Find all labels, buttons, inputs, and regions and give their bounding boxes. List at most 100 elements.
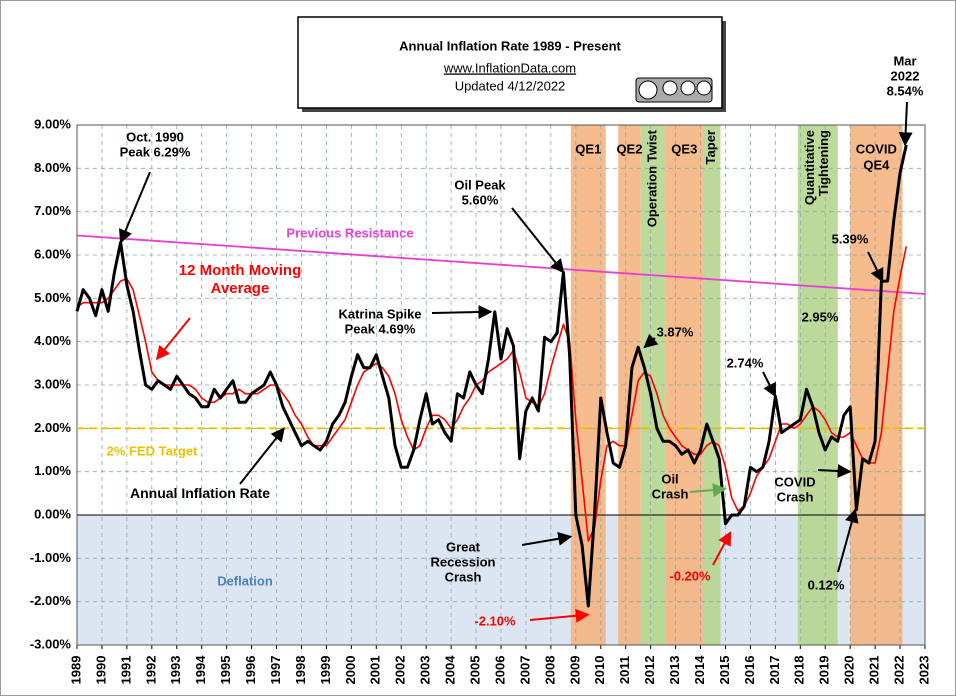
band-label: Quantitative bbox=[802, 130, 817, 205]
x-tick-label: 2001 bbox=[368, 656, 383, 685]
annotation: Great bbox=[446, 539, 481, 554]
deflation-label: Deflation bbox=[217, 573, 273, 588]
title: Annual Inflation Rate 1989 - Present bbox=[399, 38, 621, 53]
annotation: 5.39% bbox=[832, 231, 869, 246]
band-label: Operation Twist bbox=[645, 129, 660, 227]
annotation: 3.87% bbox=[657, 324, 694, 339]
band-label: QE4 bbox=[863, 157, 890, 172]
annotation: 2022 bbox=[891, 68, 920, 83]
x-tick-label: 2015 bbox=[717, 656, 732, 685]
license-icon bbox=[662, 80, 678, 96]
annotation: Crash bbox=[652, 486, 689, 501]
annotation-arrow bbox=[521, 531, 573, 546]
x-tick-label: 2017 bbox=[767, 656, 782, 685]
x-tick-label: 2005 bbox=[467, 656, 482, 685]
annotation: Crash bbox=[445, 569, 482, 584]
y-tick-label: 2.00% bbox=[34, 420, 71, 435]
subtitle: www.InflationData.com bbox=[443, 60, 576, 75]
annotation-arrow bbox=[867, 251, 884, 283]
series-label: 12 Month Moving Average bbox=[178, 262, 302, 297]
x-tick-label: 2010 bbox=[592, 656, 607, 685]
x-tick-label: 1989 bbox=[68, 656, 83, 685]
y-tick-label: 6.00% bbox=[34, 246, 71, 261]
annotation: Recession bbox=[430, 554, 495, 569]
annotation-arrow bbox=[898, 101, 913, 147]
x-tick-label: 2021 bbox=[867, 656, 882, 685]
reference-label: 2% FED Target bbox=[107, 443, 198, 458]
x-tick-label: 1995 bbox=[218, 656, 233, 685]
y-tick-label: -1.00% bbox=[30, 550, 72, 565]
annotation-arrow bbox=[817, 464, 852, 479]
subtitle: Updated 4/12/2022 bbox=[455, 78, 566, 93]
annotation-arrow bbox=[643, 333, 659, 349]
annotation: Katrina Spike bbox=[338, 306, 421, 321]
annotation-arrow bbox=[712, 531, 732, 566]
license-icon bbox=[696, 80, 712, 96]
y-tick-label: 1.00% bbox=[34, 463, 71, 478]
x-tick-label: 2008 bbox=[542, 656, 557, 685]
annotation: Oct. 1990 bbox=[126, 129, 184, 144]
x-tick-label: 1991 bbox=[118, 656, 133, 685]
annotation: -0.20% bbox=[669, 568, 711, 583]
annotation: COVID bbox=[774, 474, 815, 489]
plot-border bbox=[76, 124, 926, 646]
annotation: -2.10% bbox=[474, 613, 516, 628]
x-tick-label: 1997 bbox=[268, 656, 283, 685]
x-tick-label: 2000 bbox=[343, 656, 358, 685]
label-arrow bbox=[155, 317, 191, 361]
annotation: 8.54% bbox=[887, 83, 924, 98]
y-tick-label: 0.00% bbox=[34, 506, 71, 521]
y-tick-label: -3.00% bbox=[30, 636, 72, 651]
annotation: Mar bbox=[893, 53, 916, 68]
x-tick-label: 1996 bbox=[243, 656, 258, 685]
x-tick-label: 2019 bbox=[817, 656, 832, 685]
x-tick-label: 2004 bbox=[443, 655, 458, 685]
x-tick-label: 2018 bbox=[792, 656, 807, 685]
label-arrow bbox=[239, 427, 285, 485]
annotation-arrow bbox=[119, 171, 151, 244]
x-tick-label: 2009 bbox=[567, 656, 582, 685]
x-tick-label: 1999 bbox=[318, 656, 333, 685]
x-tick-label: 2016 bbox=[742, 656, 757, 685]
x-tick-label: 1992 bbox=[143, 656, 158, 685]
x-tick-label: 2013 bbox=[667, 656, 682, 685]
annotation-arrow bbox=[431, 305, 493, 320]
annotation: Crash bbox=[777, 489, 814, 504]
annotation-arrow bbox=[529, 608, 590, 623]
annotation: Peak 4.69% bbox=[345, 321, 416, 336]
x-tick-label: 2006 bbox=[492, 656, 507, 685]
y-tick-label: 4.00% bbox=[34, 333, 71, 348]
band-label: Tightening bbox=[816, 130, 831, 196]
y-tick-label: 5.00% bbox=[34, 290, 71, 305]
x-tick-label: 2023 bbox=[916, 656, 931, 685]
license-icon bbox=[638, 80, 658, 100]
y-tick-label: 9.00% bbox=[34, 116, 71, 131]
annotation: Peak 6.29% bbox=[120, 144, 191, 159]
annotation: 2.95% bbox=[802, 309, 839, 324]
series-label: Annual Inflation Rate bbox=[130, 485, 270, 501]
x-tick-label: 2020 bbox=[842, 656, 857, 685]
x-tick-label: 1994 bbox=[193, 655, 208, 685]
annotation-arrow bbox=[689, 483, 727, 498]
x-tick-label: 2014 bbox=[692, 655, 707, 685]
annotation: Oil bbox=[661, 471, 678, 486]
band-label: Taper bbox=[703, 130, 718, 164]
x-tick-label: 1998 bbox=[293, 656, 308, 685]
y-tick-label: 3.00% bbox=[34, 376, 71, 391]
series-line bbox=[75, 144, 908, 608]
x-tick-label: 2012 bbox=[642, 656, 657, 685]
band-label: COVID bbox=[856, 141, 897, 156]
annotation-arrow bbox=[762, 371, 777, 398]
y-tick-label: -2.00% bbox=[30, 593, 72, 608]
annotation-arrow bbox=[837, 508, 859, 573]
annotation-arrow bbox=[511, 207, 565, 274]
annotation: 0.12% bbox=[808, 577, 845, 592]
x-tick-label: 2003 bbox=[418, 656, 433, 685]
y-tick-label: 7.00% bbox=[34, 203, 71, 218]
x-tick-label: 1993 bbox=[168, 656, 183, 685]
annotation: 5.60% bbox=[462, 192, 499, 207]
x-tick-label: 2002 bbox=[393, 656, 408, 685]
reference-line bbox=[76, 234, 926, 295]
